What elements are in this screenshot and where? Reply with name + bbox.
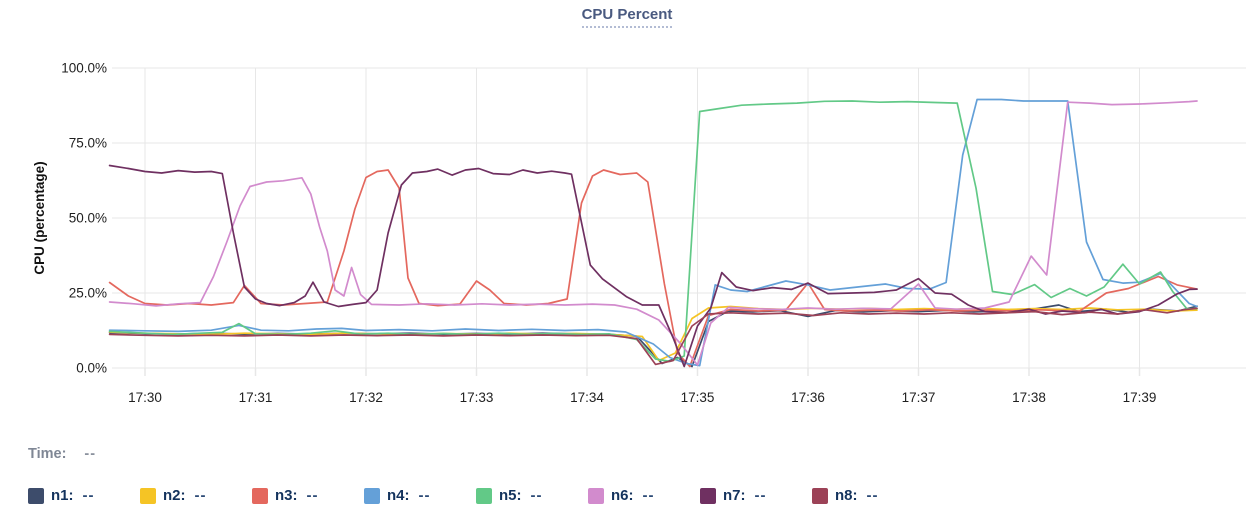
- n4-label: n4:: [387, 487, 410, 504]
- n8-label: n8:: [835, 487, 858, 504]
- chart-header: CPU Percent: [0, 6, 1254, 28]
- n3-label: n3:: [275, 487, 298, 504]
- n1-value: --: [82, 487, 95, 504]
- y-axis-title: CPU (percentage): [32, 161, 47, 274]
- n1-label: n1:: [51, 487, 74, 504]
- legend-item-n8[interactable]: n8: --: [812, 487, 924, 504]
- n6-color-swatch: [588, 487, 604, 504]
- time-value: --: [84, 446, 97, 462]
- legend-item-n7[interactable]: n7: --: [700, 487, 812, 504]
- n7-value: --: [754, 487, 767, 504]
- y-tick-label: 75.0%: [69, 136, 107, 151]
- n8-value: --: [866, 487, 879, 504]
- n7-label: n7:: [723, 487, 746, 504]
- n6-label: n6:: [611, 487, 634, 504]
- n5-value: --: [530, 487, 543, 504]
- n3-color-swatch: [252, 487, 268, 504]
- x-tick-label: 17:39: [1123, 390, 1157, 405]
- y-tick-label: 100.0%: [61, 61, 107, 76]
- x-tick-label: 17:32: [349, 390, 383, 405]
- series-lines: [108, 98, 1198, 368]
- series-line-n3: [108, 169, 1198, 368]
- x-tick-label: 17:35: [681, 390, 715, 405]
- y-tick-label: 50.0%: [69, 211, 107, 226]
- x-tick-label: 17:36: [791, 390, 825, 405]
- series-line-n7: [108, 164, 1198, 368]
- n5-label: n5:: [499, 487, 522, 504]
- n4-color-swatch: [364, 487, 380, 504]
- legend-item-n6[interactable]: n6: --: [588, 487, 700, 504]
- time-label: Time:: [28, 446, 67, 462]
- x-gridlines: 17:30 17:31 17:32 17:33 17:34 17:35 17:36 17:37…: [128, 68, 1156, 405]
- n5-color-swatch: [476, 487, 492, 504]
- x-tick-label: 17:30: [128, 390, 162, 405]
- chart-title[interactable]: CPU Percent: [581, 6, 673, 28]
- time-row: Time: --: [28, 446, 96, 462]
- y-gridlines: 0.0% 25.0% 50.0% 75.0% 100.0%: [61, 61, 1246, 376]
- legend-item-n5[interactable]: n5: --: [476, 487, 588, 504]
- legend-item-n3[interactable]: n3: --: [252, 487, 364, 504]
- y-tick-label: 25.0%: [69, 286, 107, 301]
- n2-color-swatch: [140, 487, 156, 504]
- series-line-n6: [108, 100, 1198, 366]
- series-line-n8: [108, 307, 1198, 366]
- x-tick-label: 17:38: [1012, 390, 1046, 405]
- chart-legend: n1: -- n2: -- n3: -- n4: -- n5: -- n6: -- n7: -- n8: --: [28, 487, 924, 504]
- n7-color-swatch: [700, 487, 716, 504]
- legend-item-n2[interactable]: n2: --: [140, 487, 252, 504]
- x-tick-label: 17:33: [460, 390, 494, 405]
- legend-item-n1[interactable]: n1: --: [28, 487, 140, 504]
- cpu-chart[interactable]: 0.0% 25.0% 50.0% 75.0% 100.0% 17:30 17:31 17:32…: [0, 0, 1254, 425]
- x-tick-label: 17:34: [570, 390, 604, 405]
- n3-value: --: [306, 487, 319, 504]
- n1-color-swatch: [28, 487, 44, 504]
- n6-value: --: [642, 487, 655, 504]
- n4-value: --: [418, 487, 431, 504]
- x-tick-label: 17:31: [239, 390, 273, 405]
- series-line-n4: [108, 98, 1198, 367]
- legend-item-n4[interactable]: n4: --: [364, 487, 476, 504]
- y-tick-label: 0.0%: [76, 361, 107, 376]
- n8-color-swatch: [812, 487, 828, 504]
- n2-label: n2:: [163, 487, 186, 504]
- x-tick-label: 17:37: [902, 390, 936, 405]
- series-line-n2: [108, 305, 1198, 362]
- series-line-n5: [108, 100, 1198, 363]
- n2-value: --: [194, 487, 207, 504]
